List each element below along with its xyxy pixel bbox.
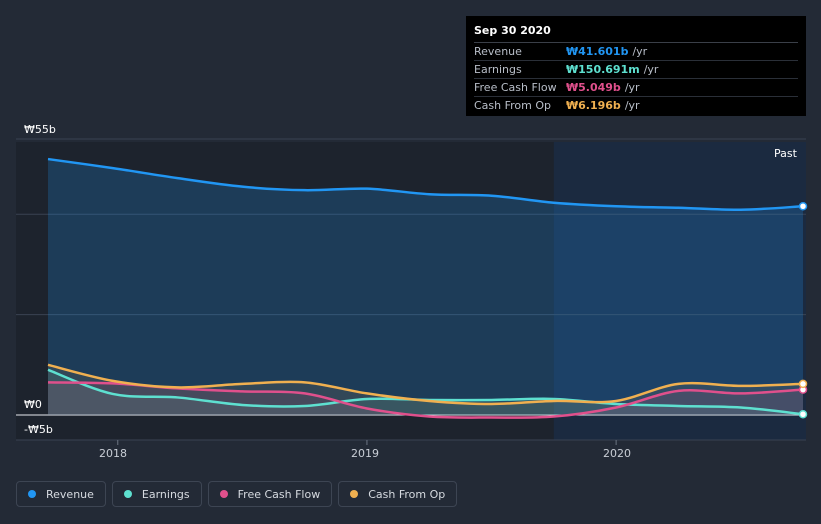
- legend-label: Revenue: [46, 487, 94, 501]
- legend-item-cash-from-op[interactable]: Cash From Op: [338, 481, 458, 507]
- x-tick-label-2018: 2018: [99, 447, 127, 460]
- series-end-points: [798, 201, 808, 419]
- tooltip-label: Earnings: [474, 63, 522, 76]
- tooltip-value: ₩5.049b: [566, 81, 621, 94]
- tooltip-value: ₩150.691m: [566, 63, 640, 76]
- legend-item-earnings[interactable]: Earnings: [111, 481, 202, 507]
- tooltip-unit: /yr: [624, 99, 640, 112]
- line-revenue: [47, 157, 804, 212]
- tooltip-label: Revenue: [474, 45, 522, 58]
- x-tick-label-2020: 2020: [603, 447, 631, 460]
- area-cash-from-op: [48, 364, 803, 415]
- tooltip-value: ₩41.601b: [566, 45, 629, 58]
- tooltip-value: ₩6.196b: [566, 99, 621, 112]
- tooltip-label: Cash From Op: [474, 99, 552, 112]
- legend-dot-icon: [123, 490, 132, 498]
- y-tick-label-zero: ₩0: [24, 398, 42, 411]
- end-point-cash-from-op: [798, 379, 808, 389]
- tooltip-unit: /yr: [643, 63, 659, 76]
- series-lines: [47, 157, 804, 419]
- area-revenue: [48, 159, 803, 415]
- legend-label: Free Cash Flow: [237, 487, 321, 501]
- legend-dot-icon: [219, 490, 228, 498]
- y-tick-label-top: ₩55b: [24, 123, 56, 136]
- end-point-earnings: [798, 409, 808, 419]
- past-region-label: Past: [774, 147, 797, 160]
- legend-dot-icon: [28, 490, 36, 498]
- data-tooltip: Sep 30 2020 Revenue ₩41.601b /yr Earning…: [466, 16, 806, 116]
- x-tick-label-2019: 2019: [351, 447, 379, 460]
- legend-item-free-cash-flow[interactable]: Free Cash Flow: [207, 481, 333, 507]
- grid-lines: [16, 138, 806, 445]
- end-point-revenue: [798, 201, 808, 211]
- legend-item-revenue[interactable]: Revenue: [16, 481, 106, 507]
- tooltip-label: Free Cash Flow: [474, 81, 557, 94]
- legend-dot-icon: [350, 490, 359, 498]
- y-tick-label-bottom: -₩5b: [24, 423, 53, 436]
- legend-label: Cash From Op: [368, 487, 446, 501]
- tooltip-unit: /yr: [632, 45, 648, 58]
- tooltip-unit: /yr: [624, 81, 640, 94]
- legend-label: Earnings: [141, 487, 190, 501]
- line-cash-from-op: [47, 363, 804, 406]
- tooltip-row-cash-from-op: Cash From Op ₩6.196b /yr: [474, 97, 798, 114]
- tooltip-date: Sep 30 2020: [474, 24, 798, 43]
- area-earnings: [48, 369, 803, 415]
- tooltip-row-revenue: Revenue ₩41.601b /yr: [474, 43, 798, 61]
- chart-legend: Revenue Earnings Free Cash Flow Cash Fro…: [16, 481, 458, 507]
- tooltip-row-free-cash-flow: Free Cash Flow ₩5.049b /yr: [474, 79, 798, 97]
- tooltip-row-earnings: Earnings ₩150.691m /yr: [474, 61, 798, 79]
